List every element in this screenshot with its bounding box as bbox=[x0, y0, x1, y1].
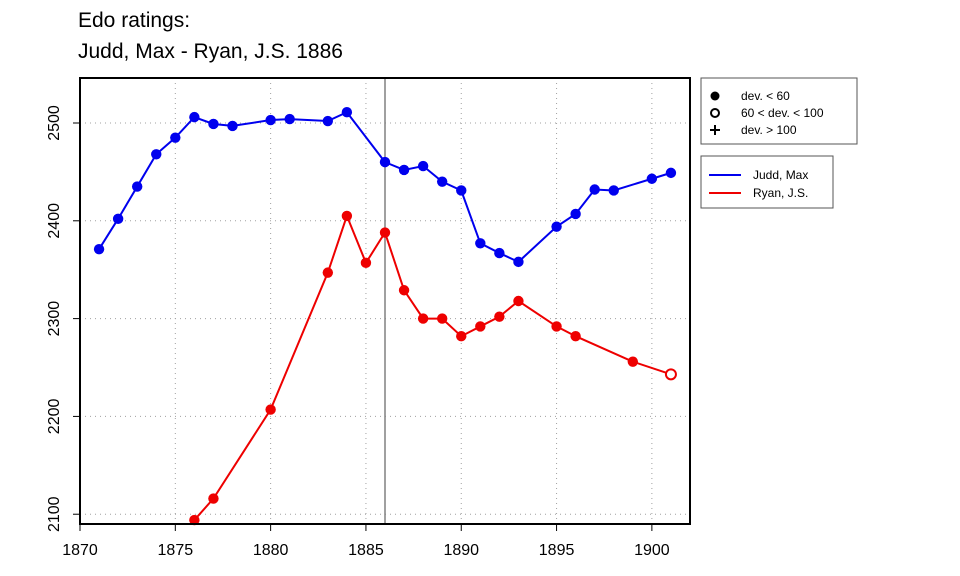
data-point bbox=[265, 404, 276, 415]
data-point bbox=[627, 356, 639, 367]
series-ryan bbox=[189, 210, 677, 526]
marker-legend-label: dev. > 100 bbox=[741, 123, 797, 137]
y-tick-label: 2100 bbox=[46, 496, 63, 532]
data-point bbox=[131, 181, 143, 192]
data-point bbox=[551, 221, 562, 232]
legends: dev. < 60 60 < dev. < 100 dev. > 100 Judd, … bbox=[700, 77, 858, 209]
axes: 1870 1875 1880 1885 1890 1895 1900 2100 2200 2300… bbox=[46, 105, 670, 559]
data-point bbox=[151, 149, 162, 160]
series-judd bbox=[93, 107, 677, 268]
data-point bbox=[417, 160, 429, 172]
series-legend-label: Judd, Max bbox=[753, 168, 808, 182]
chart-title-line1: Edo ratings: bbox=[78, 9, 191, 32]
data-point bbox=[456, 331, 467, 342]
data-point bbox=[436, 313, 448, 324]
plot-frame bbox=[79, 77, 691, 525]
plus-icon bbox=[710, 125, 720, 135]
data-point bbox=[265, 114, 276, 126]
series-legend-label: Ryan, J.S. bbox=[753, 186, 808, 200]
series-group bbox=[93, 107, 677, 526]
data-point bbox=[551, 321, 562, 332]
x-tick-label: 1890 bbox=[443, 542, 479, 559]
y-tick-label: 2500 bbox=[46, 105, 63, 141]
series-legend: Judd, Max Ryan, J.S. bbox=[700, 155, 834, 209]
marker-legend-label: dev. < 60 bbox=[741, 89, 790, 103]
data-point bbox=[456, 185, 467, 196]
data-point bbox=[379, 227, 391, 238]
data-point bbox=[398, 285, 410, 296]
y-tick-label: 2400 bbox=[46, 203, 63, 239]
data-point bbox=[513, 295, 524, 307]
series-line bbox=[193, 213, 672, 521]
x-tick-label: 1875 bbox=[158, 542, 194, 559]
data-point bbox=[112, 213, 124, 225]
x-tick-label: 1900 bbox=[634, 542, 670, 559]
data-point bbox=[322, 267, 334, 278]
data-point bbox=[665, 167, 677, 179]
x-tick-label: 1880 bbox=[253, 542, 289, 559]
data-point bbox=[189, 514, 200, 526]
data-point bbox=[494, 247, 505, 259]
x-tick-label: 1895 bbox=[539, 542, 575, 559]
solid-dot-icon bbox=[710, 91, 720, 101]
data-point bbox=[341, 210, 353, 222]
data-point bbox=[284, 113, 295, 125]
data-point bbox=[341, 107, 353, 118]
data-point bbox=[513, 256, 524, 268]
y-tick-label: 2300 bbox=[46, 301, 63, 337]
data-point bbox=[360, 257, 372, 269]
data-point bbox=[208, 493, 219, 504]
series-legend-box bbox=[700, 155, 834, 209]
data-point bbox=[436, 176, 448, 187]
data-point bbox=[227, 120, 238, 132]
data-point bbox=[417, 313, 429, 324]
data-point bbox=[189, 111, 200, 123]
data-point bbox=[93, 243, 105, 255]
x-tick-label: 1870 bbox=[62, 542, 98, 559]
data-point bbox=[475, 321, 486, 332]
data-point bbox=[608, 185, 619, 196]
data-point-open bbox=[664, 368, 677, 381]
marker-legend: dev. < 60 60 < dev. < 100 dev. > 100 bbox=[700, 77, 858, 145]
data-point bbox=[570, 331, 581, 342]
y-tick-label: 2200 bbox=[46, 399, 63, 435]
marker-legend-label: 60 < dev. < 100 bbox=[741, 106, 824, 120]
data-point bbox=[398, 164, 410, 176]
data-point bbox=[475, 238, 486, 249]
data-point bbox=[170, 132, 181, 143]
data-point bbox=[379, 156, 391, 168]
data-point bbox=[208, 118, 219, 130]
chart-title-line2: Judd, Max - Ryan, J.S. 1886 bbox=[78, 40, 343, 63]
x-tick-label: 1885 bbox=[348, 542, 384, 559]
data-point bbox=[646, 173, 658, 184]
data-point bbox=[322, 115, 334, 127]
data-point bbox=[589, 184, 600, 195]
data-point bbox=[570, 208, 581, 220]
marker-legend-box bbox=[700, 77, 858, 145]
data-point bbox=[494, 311, 505, 322]
open-circle-icon bbox=[710, 108, 720, 118]
